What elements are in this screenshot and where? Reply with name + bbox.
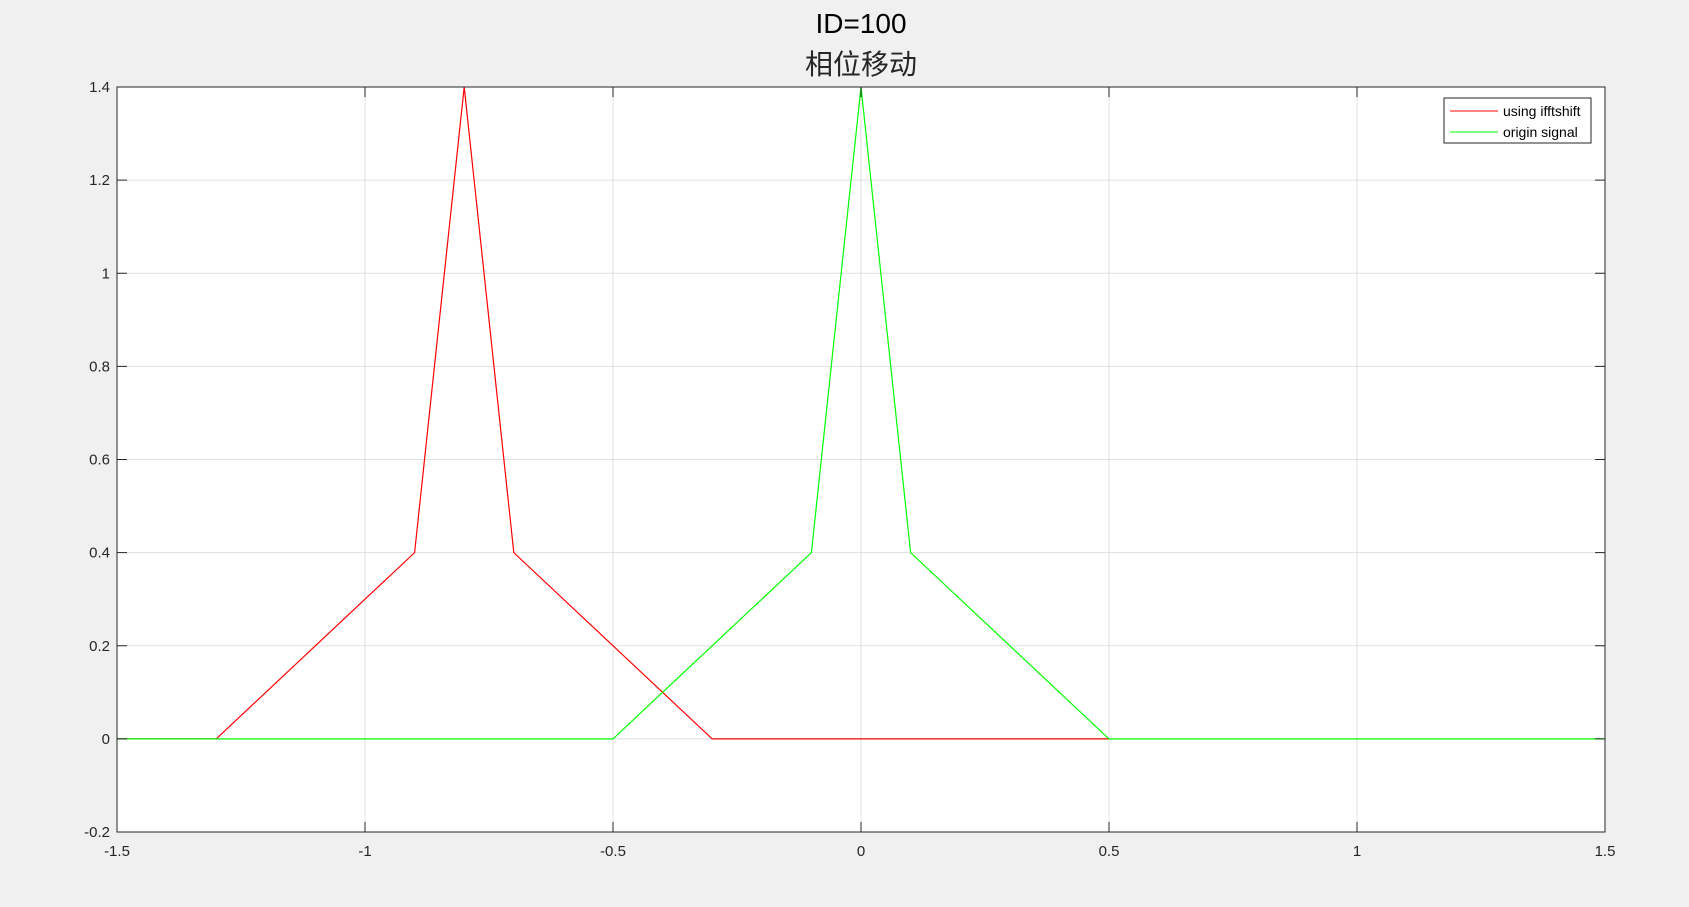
- legend-label-origin-signal: origin signal: [1503, 124, 1578, 140]
- y-tick-label: 0.8: [89, 358, 110, 375]
- legend-box: [1443, 97, 1592, 144]
- x-tick-label: 0.5: [1099, 843, 1120, 860]
- y-tick-label: 1.4: [89, 79, 110, 96]
- x-tick-label: 1.5: [1595, 843, 1616, 860]
- chart-subtitle: 相位移动: [805, 48, 917, 81]
- x-tick-label: -1: [358, 843, 371, 860]
- x-tick-label: 1: [1353, 843, 1361, 860]
- legend-label-using-ifftshift: using ifftshift: [1503, 103, 1581, 119]
- x-tick-label: -0.5: [600, 843, 626, 860]
- y-tick-label: -0.2: [84, 824, 110, 841]
- chart-title: ID=100: [815, 8, 906, 39]
- y-tick-label: 0: [102, 731, 110, 748]
- y-tick-label: 0.2: [89, 638, 110, 655]
- x-tick-label: -1.5: [104, 843, 130, 860]
- plot-area: -1.5 -1 -0.5 0 0.5 1 1.5 -0.2 0 0.2 0.4 0.6 0.8 1 1.2 1…: [84, 79, 1615, 860]
- y-tick-label: 0.4: [89, 545, 110, 562]
- ticks: -1.5 -1 -0.5 0 0.5 1 1.5 -0.2 0 0.2 0.4 0.6 0.8 1 1.2 1…: [84, 79, 1615, 860]
- y-tick-label: 1: [102, 265, 110, 282]
- y-tick-label: 1.2: [89, 172, 110, 189]
- x-tick-label: 0: [857, 843, 865, 860]
- legend: using ifftshift origin signal: [1443, 97, 1592, 144]
- y-tick-label: 0.6: [89, 452, 110, 469]
